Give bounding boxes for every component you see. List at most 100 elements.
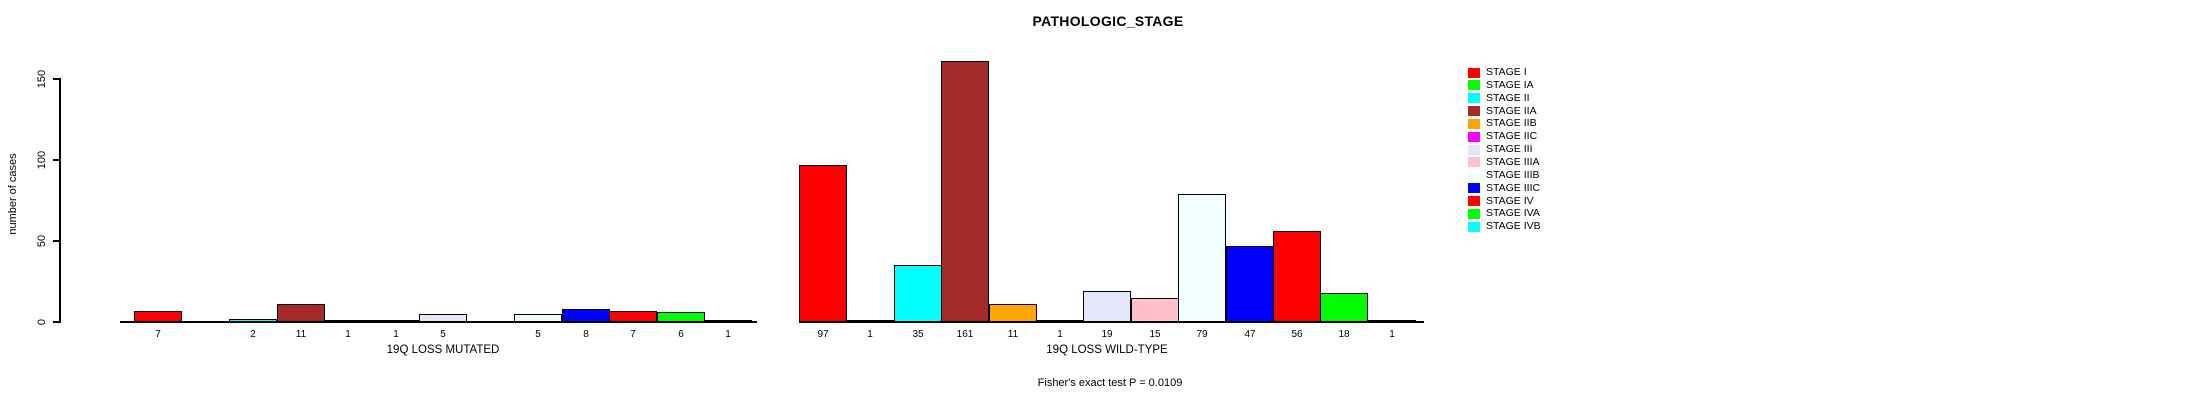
bar-value-label: 5 xyxy=(535,329,541,340)
bar-value-label: 2 xyxy=(250,329,256,340)
bar-value-label: 56 xyxy=(1291,329,1303,340)
legend-swatch xyxy=(1468,196,1480,206)
bar-stage-iiic xyxy=(1226,246,1274,322)
bar-stage-ia xyxy=(846,320,894,322)
y-axis-line xyxy=(59,78,61,323)
bar-value-label: 7 xyxy=(155,329,161,340)
bar-value-label: 8 xyxy=(583,329,589,340)
legend-swatch xyxy=(1468,67,1480,78)
legend-label: STAGE IVA xyxy=(1486,207,1540,220)
legend-label: STAGE IIA xyxy=(1486,104,1537,117)
bar-stage-ii xyxy=(229,319,277,322)
legend-label: STAGE IIIC xyxy=(1486,181,1541,194)
bar-value-label: 35 xyxy=(912,329,924,340)
bar-stage-iii xyxy=(419,314,467,322)
legend-swatch xyxy=(1468,183,1480,194)
legend-label: STAGE III xyxy=(1486,143,1533,156)
x-group-label-mutated: 19Q LOSS MUTATED xyxy=(386,344,500,356)
legend-swatch xyxy=(1468,208,1480,219)
legend-label: STAGE I xyxy=(1486,66,1527,78)
legend-label: STAGE IIC xyxy=(1486,130,1538,143)
legend-label: STAGE IA xyxy=(1486,78,1534,91)
legend-item: STAGE III xyxy=(1468,144,1532,155)
legend-label: STAGE IIIB xyxy=(1486,168,1540,181)
bar-value-label: 7 xyxy=(630,329,636,340)
bar-stage-iiib xyxy=(1178,194,1226,322)
bar-stage-iiib xyxy=(514,314,562,322)
bar-value-label: 1 xyxy=(345,329,351,340)
bar-value-label: 161 xyxy=(956,329,974,340)
bar-stage-iva xyxy=(1320,293,1368,322)
legend-swatch xyxy=(1468,93,1480,104)
bar-stage-ivb xyxy=(1368,320,1416,322)
bar-value-label: 6 xyxy=(678,329,684,340)
y-tick-label: 0 xyxy=(36,318,48,326)
legend-label: STAGE IIIA xyxy=(1486,155,1540,168)
legend-label: STAGE IIB xyxy=(1486,117,1537,130)
bar-value-label: 5 xyxy=(440,329,446,340)
chart-title: PATHOLOGIC_STAGE xyxy=(1032,13,1184,29)
bar-stage-iii xyxy=(1083,291,1131,322)
legend-item: STAGE IVB xyxy=(1468,221,1541,232)
y-tick-label: 50 xyxy=(36,234,48,248)
legend-item: STAGE II xyxy=(1468,91,1530,104)
legend-swatch xyxy=(1468,221,1480,232)
legend-item: STAGE IIIA xyxy=(1468,155,1540,168)
bar-stage-iiia xyxy=(1131,298,1179,322)
legend-item: STAGE IA xyxy=(1468,78,1534,91)
bar-stage-iia xyxy=(941,61,989,322)
bar-value-label: 1 xyxy=(393,329,399,340)
bar-stage-iiic xyxy=(562,309,610,322)
legend-label: STAGE IVB xyxy=(1486,220,1541,233)
bar-stage-ii xyxy=(894,265,942,322)
bar-stage-iic xyxy=(372,320,420,322)
bar-value-label: 1 xyxy=(867,329,873,340)
y-tick-mark xyxy=(53,78,60,80)
y-tick-mark xyxy=(53,159,60,161)
y-tick-mark xyxy=(53,321,60,323)
x-axis-baseline xyxy=(799,321,1424,323)
bar-value-label: 97 xyxy=(817,329,829,340)
legend-item: STAGE IIC xyxy=(1468,131,1537,142)
bar-stage-ivb xyxy=(704,320,752,322)
legend-item: STAGE IVA xyxy=(1468,208,1540,219)
x-axis-baseline xyxy=(120,321,757,323)
bar-value-label: 11 xyxy=(295,329,307,340)
bar-stage-iva xyxy=(657,312,705,322)
bar-value-label: 18 xyxy=(1338,329,1350,340)
legend-swatch xyxy=(1468,157,1480,168)
bar-value-label: 15 xyxy=(1149,329,1161,340)
y-tick-label: 150 xyxy=(36,69,48,89)
bar-stage-i xyxy=(134,311,182,322)
legend-item: STAGE IIA xyxy=(1468,104,1537,117)
y-tick-mark xyxy=(53,240,60,242)
legend-item: STAGE IIB xyxy=(1468,118,1537,129)
legend-swatch xyxy=(1468,106,1480,117)
legend-label: STAGE IV xyxy=(1486,194,1534,207)
bar-value-label: 47 xyxy=(1244,329,1256,340)
bar-value-label: 1 xyxy=(1389,329,1395,340)
bar-value-label: 1 xyxy=(725,329,731,340)
legend-swatch xyxy=(1468,118,1480,129)
bar-stage-iic xyxy=(1036,320,1084,322)
x-group-label-wild-type: 19Q LOSS WILD-TYPE xyxy=(1046,344,1168,356)
legend-item: STAGE I xyxy=(1468,67,1527,78)
legend-swatch xyxy=(1468,131,1480,142)
bar-stage-iia xyxy=(277,304,325,322)
fisher-test-caption: Fisher's exact test P = 0.0109 xyxy=(1037,377,1183,389)
bar-stage-iib xyxy=(989,304,1037,322)
legend-label: STAGE II xyxy=(1486,91,1530,104)
bar-value-label: 1 xyxy=(1057,329,1063,340)
legend-item: STAGE IV xyxy=(1468,194,1534,207)
legend-swatch xyxy=(1468,80,1480,91)
bar-value-label: 79 xyxy=(1196,329,1208,340)
bar-stage-iv xyxy=(609,311,657,322)
legend-item: STAGE IIIB xyxy=(1468,168,1540,181)
bar-stage-i xyxy=(799,165,847,322)
bar-stage-iv xyxy=(1273,231,1321,322)
bar-value-label: 11 xyxy=(1007,329,1019,340)
y-axis-title: number of cases xyxy=(7,153,19,235)
legend-item: STAGE IIIC xyxy=(1468,181,1541,194)
bar-stage-iib xyxy=(324,320,372,322)
